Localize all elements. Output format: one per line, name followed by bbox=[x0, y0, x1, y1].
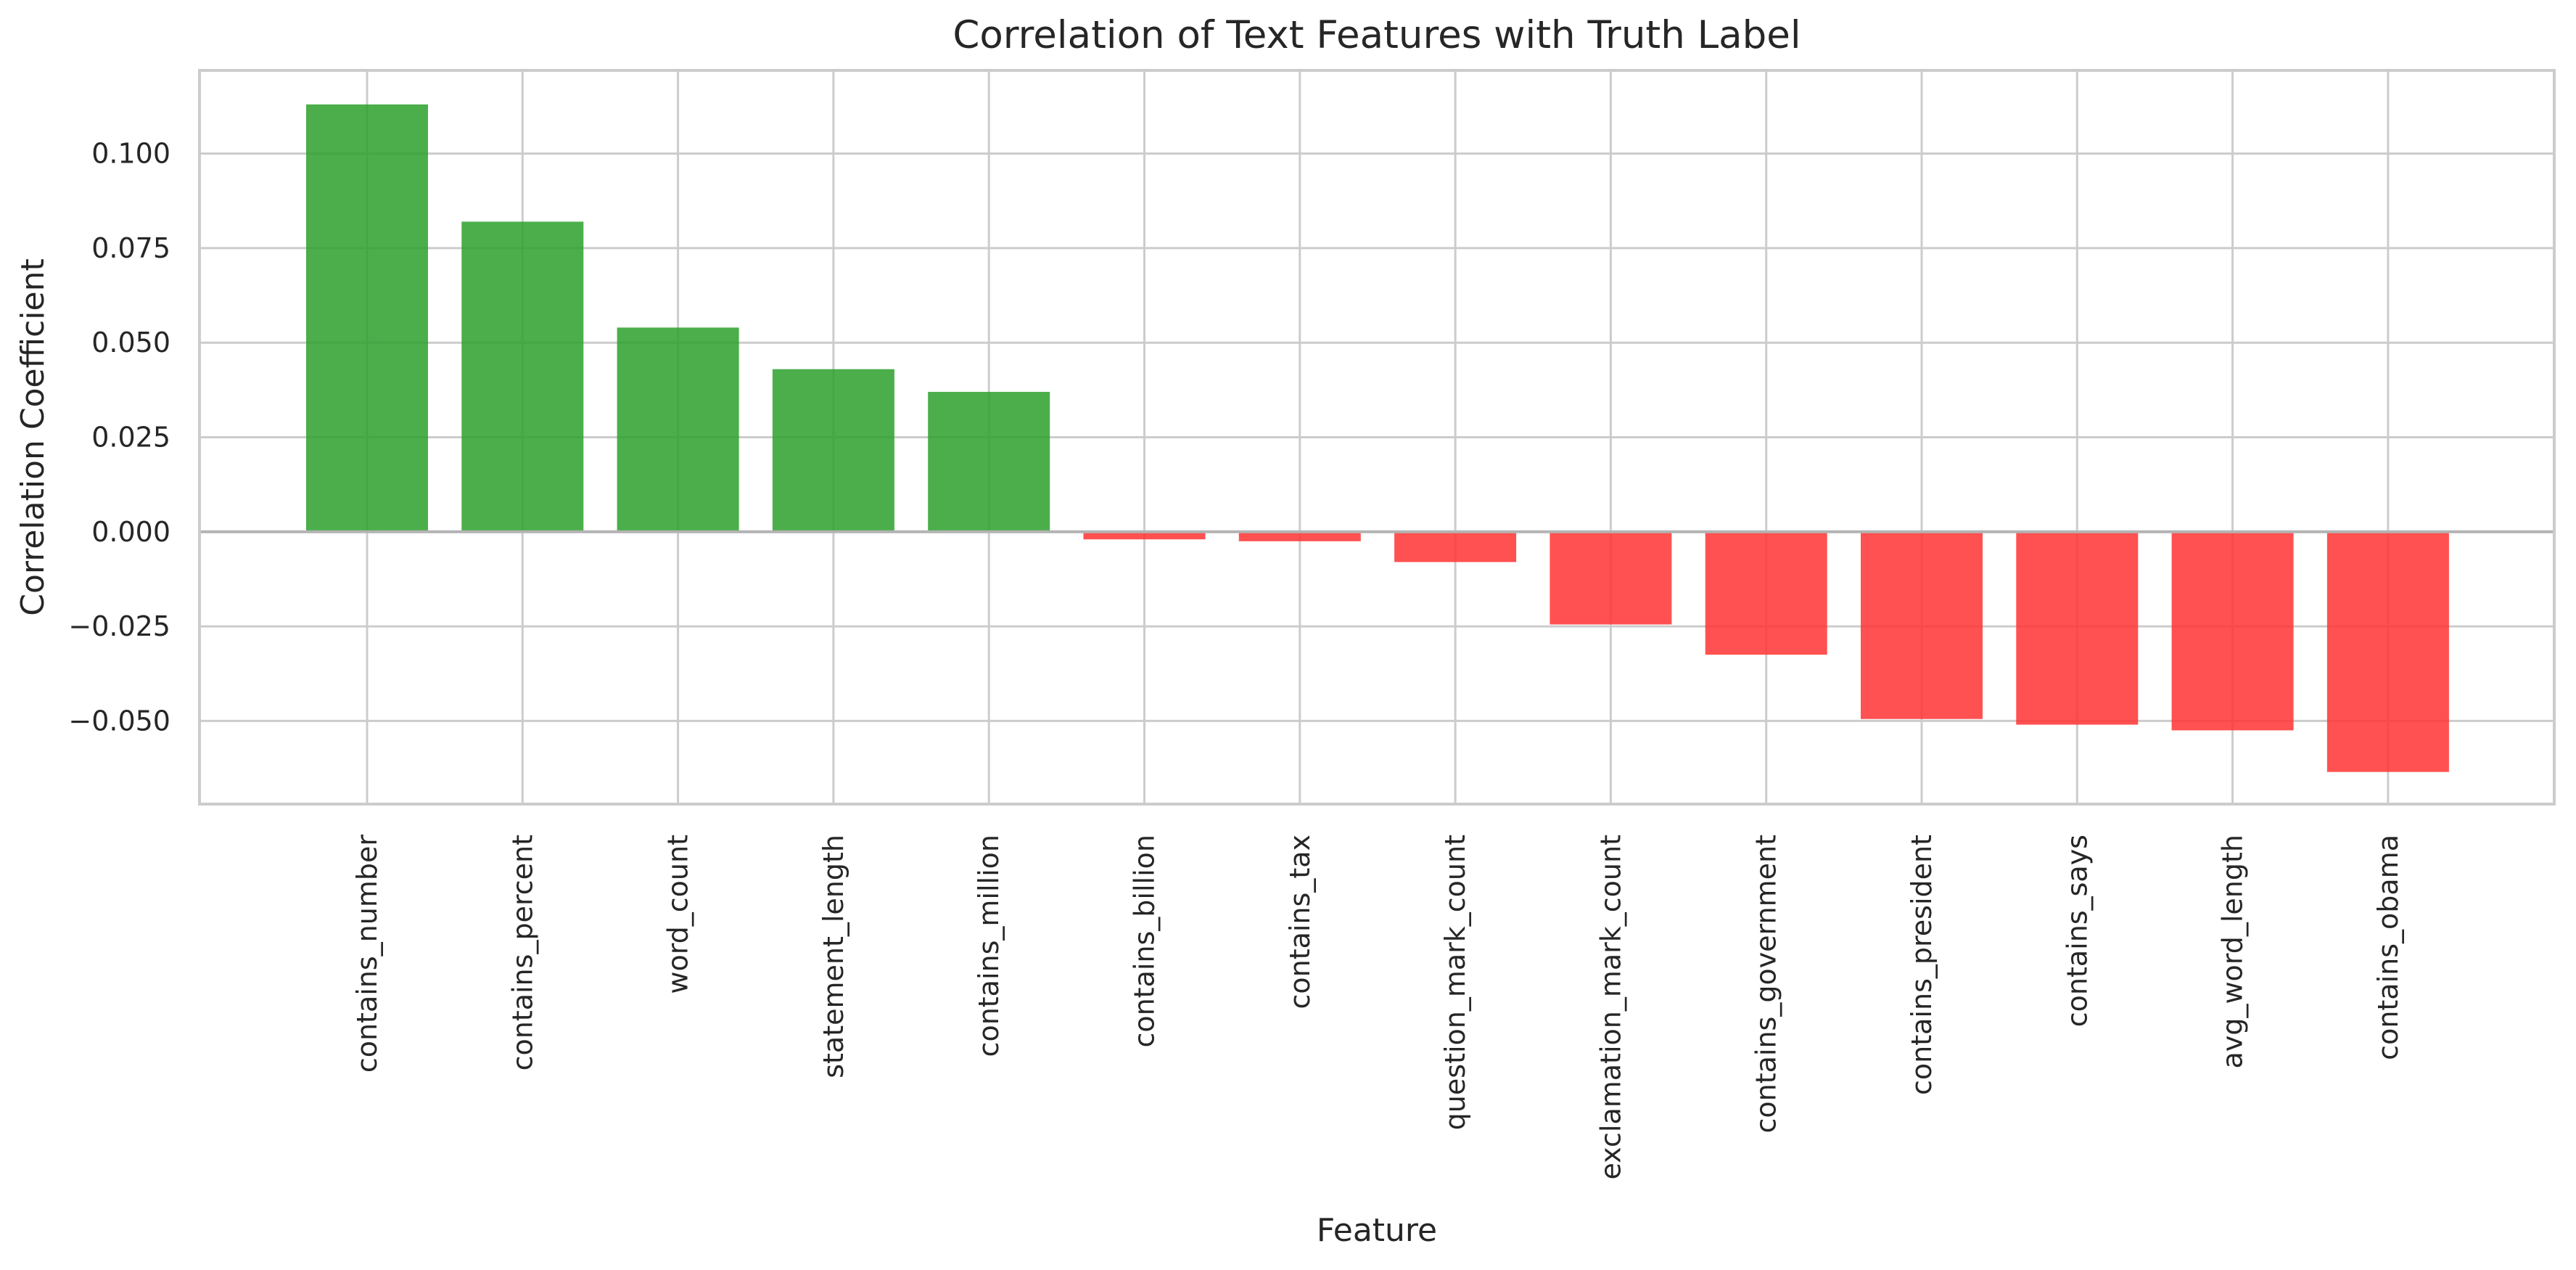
x-tick-label: contains_government bbox=[1750, 835, 1782, 1134]
y-tick-label: 0.025 bbox=[91, 422, 170, 454]
y-tick-label: 0.075 bbox=[91, 232, 170, 264]
bar-contains_number bbox=[306, 104, 428, 532]
bar-exclamation_mark_count bbox=[1550, 531, 1672, 625]
bar-contains_president bbox=[1861, 531, 1983, 719]
bar-contains_obama bbox=[2326, 531, 2449, 772]
x-tick-label: statement_length bbox=[818, 835, 849, 1078]
y-tick-label: 0.050 bbox=[91, 327, 170, 359]
y-tick-label: 0.100 bbox=[91, 138, 170, 170]
x-tick-label: word_count bbox=[662, 835, 694, 994]
bar-contains_government bbox=[1705, 531, 1827, 655]
x-tick-label: contains_percent bbox=[506, 835, 538, 1070]
y-tick-label: −0.050 bbox=[68, 705, 170, 737]
x-tick-label: contains_million bbox=[973, 835, 1005, 1057]
x-tick-label: contains_tax bbox=[1284, 835, 1316, 1009]
y-axis-title: Correlation Coefficient bbox=[15, 258, 52, 616]
y-tick-label: −0.025 bbox=[68, 610, 170, 642]
x-tick-label: contains_says bbox=[2061, 835, 2093, 1027]
bar-contains_says bbox=[2016, 531, 2139, 725]
bar-layer bbox=[306, 104, 2449, 772]
grid-layer bbox=[199, 70, 2554, 804]
x-tick-label: contains_president bbox=[1906, 835, 1938, 1095]
bar-contains_percent bbox=[461, 221, 584, 532]
bar-question_mark_count bbox=[1394, 531, 1517, 562]
x-tick-label: contains_number bbox=[351, 835, 383, 1073]
x-tick-label: avg_word_length bbox=[2217, 835, 2249, 1068]
bar-avg_word_length bbox=[2171, 531, 2294, 731]
bar-statement_length bbox=[772, 369, 894, 532]
x-axis-title: Feature bbox=[1317, 1212, 1437, 1249]
x-tick-labels: contains_number contains_percent word_coun… bbox=[351, 835, 2404, 1180]
bar-word_count bbox=[617, 327, 739, 532]
bar-contains_billion bbox=[1083, 531, 1206, 540]
y-tick-labels: −0.050 −0.025 0.000 0.025 0.050 0.075 0.100 bbox=[68, 138, 170, 737]
bar-contains_million bbox=[928, 391, 1050, 532]
plot-frame bbox=[198, 69, 2556, 806]
chart-title: Correlation of Text Features with Truth … bbox=[952, 13, 1801, 57]
x-tick-label: question_mark_count bbox=[1439, 835, 1471, 1130]
x-tick-label: exclamation_mark_count bbox=[1594, 835, 1626, 1180]
x-tick-label: contains_billion bbox=[1129, 835, 1161, 1048]
x-tick-label: contains_obama bbox=[2372, 835, 2404, 1060]
y-tick-label: 0.000 bbox=[91, 516, 170, 548]
bar-contains_tax bbox=[1238, 531, 1361, 541]
